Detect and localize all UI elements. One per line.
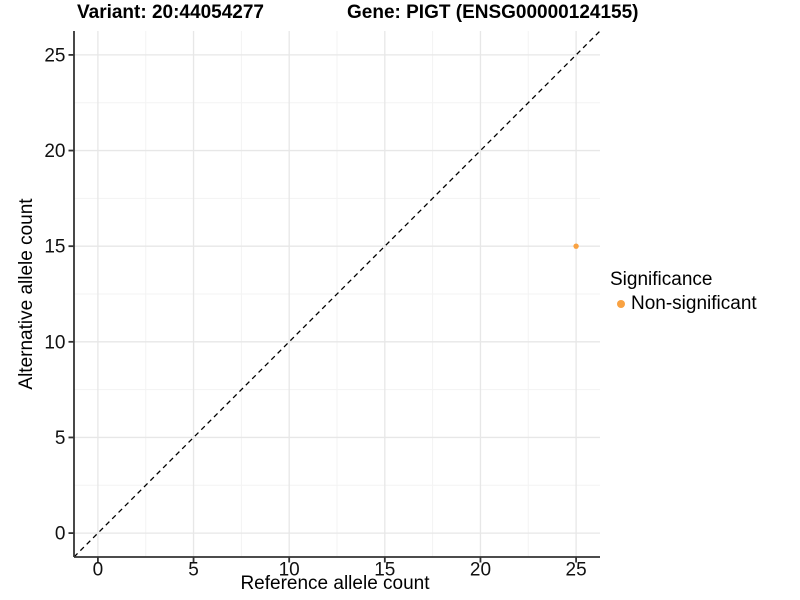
x-tick-label: 10: [279, 560, 300, 581]
x-tick-label: 25: [566, 560, 587, 581]
x-tick-label: 15: [374, 560, 395, 581]
y-tick-label: 0: [55, 524, 66, 545]
variant-title: Variant: 20:44054277: [77, 2, 264, 23]
x-tick-label: 20: [470, 560, 491, 581]
y-tick-label: 20: [44, 141, 65, 162]
y-tick-label: 5: [55, 428, 66, 449]
legend: Significance Non-significant: [610, 269, 757, 314]
legend-title: Significance: [610, 269, 713, 290]
x-tick-label: 0: [93, 560, 104, 581]
legend-entry-label: Non-significant: [631, 293, 757, 314]
legend-entries: Non-significant: [610, 293, 757, 314]
gene-title: Gene: PIGT (ENSG00000124155): [347, 2, 639, 23]
identity-line: [73, 30, 601, 558]
y-tick-label: 15: [44, 237, 65, 258]
y-axis-title: Alternative allele count: [16, 198, 37, 390]
legend-entry: Non-significant: [610, 293, 757, 314]
y-tick-label: 10: [44, 332, 65, 353]
x-tick-label: 5: [188, 560, 199, 581]
legend-point-icon: [617, 299, 625, 308]
y-tick-label: 25: [44, 45, 65, 66]
x-axis-title: Reference allele count: [240, 573, 430, 594]
data-point: [573, 243, 579, 249]
